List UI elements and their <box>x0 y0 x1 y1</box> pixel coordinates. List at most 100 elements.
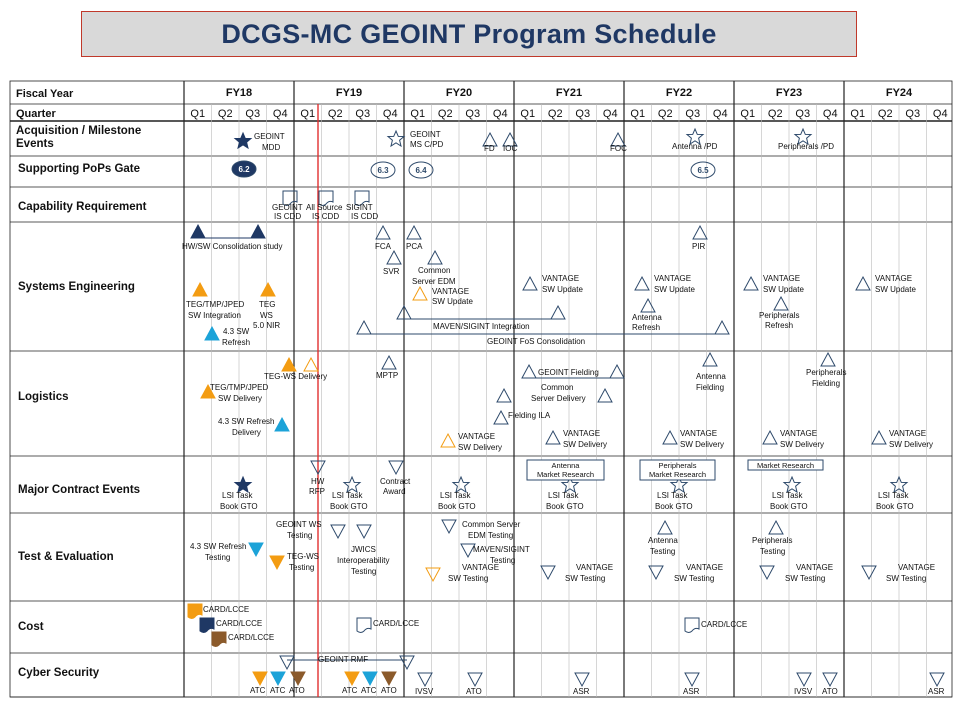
quarter-label: Q4 <box>933 108 948 120</box>
pops-gate-icon <box>690 161 716 179</box>
milestone-label: GEOINT Fielding <box>538 368 599 377</box>
milestone-triangle-icon <box>657 520 673 535</box>
milestone-label: ATC <box>270 686 286 695</box>
milestone-label: Antenna <box>648 536 678 545</box>
contract-star-icon <box>452 476 470 493</box>
contract-star-icon <box>783 476 801 493</box>
quarter-label: Q2 <box>328 108 343 120</box>
test-triangle-icon <box>425 567 441 582</box>
milestone-label: SW Delivery <box>780 440 824 449</box>
milestone-label: HW/SW Consolidation study <box>182 242 282 251</box>
cost-document-icon <box>356 617 372 633</box>
milestone-triangle-icon <box>714 320 730 335</box>
quarter-label: Q4 <box>493 108 508 120</box>
milestone-triangle-icon <box>634 276 650 291</box>
quarter-label: Q2 <box>878 108 893 120</box>
milestone-label: MS C/PD <box>410 140 444 149</box>
milestone-label: LSI Task <box>878 491 910 500</box>
quarter-label: Q4 <box>823 108 838 120</box>
quarter-label: Q4 <box>383 108 398 120</box>
milestone-label: SW Update <box>875 285 916 294</box>
milestone-label: Peripherals <box>759 311 799 320</box>
row-labels: Acquisition / Milestone Events Supporting … <box>16 125 147 679</box>
market-research-label: Peripherals <box>659 461 697 470</box>
milestone-label: ATO <box>381 686 397 695</box>
milestone-label: 4.3 SW <box>223 327 250 336</box>
milestone-triangle-icon <box>496 388 512 403</box>
cyber-triangle-icon <box>467 672 483 687</box>
market-research-box <box>526 459 605 481</box>
milestone-label: SIGINT <box>346 203 373 212</box>
milestone-triangle-icon <box>406 225 422 240</box>
pops-gate-icon <box>231 160 257 178</box>
milestone-label: VANTAGE <box>875 274 912 283</box>
milestone-label: Book GTO <box>546 502 584 511</box>
milestone-label: Book GTO <box>876 502 914 511</box>
milestone-label: SW Testing <box>886 574 926 583</box>
milestone-label: Award <box>383 487 406 496</box>
milestone-label: Peripherals <box>806 368 846 377</box>
milestone-label: Server EDM <box>412 277 456 286</box>
milestone-triangle-icon <box>250 224 266 239</box>
pops-gate-label: 6.4 <box>415 166 427 175</box>
milestone-triangle-icon <box>440 433 456 448</box>
milestone-label: VANTAGE <box>563 429 600 438</box>
test-triangle-icon <box>540 565 556 580</box>
quarter-label: Quarter <box>16 108 56 120</box>
market-research-box <box>747 459 824 471</box>
milestone-triangle-icon <box>702 352 718 367</box>
milestone-label: 4.3 SW Refresh <box>190 542 246 551</box>
milestone-label: Fielding <box>812 379 840 388</box>
milestone-label: CARD/LCCE <box>228 633 274 642</box>
milestone-label: SW Delivery <box>889 440 933 449</box>
schedule-header: Fiscal Year Quarter FY18 Q1 Q2 Q3 Q4 FY19 Q1 Q2 Q3… <box>16 87 948 120</box>
milestone-triangle-icon <box>381 355 397 370</box>
milestone-label: MPTP <box>376 371 398 380</box>
milestone-label: ATC <box>250 686 266 695</box>
pops-gate-label: 6.3 <box>377 166 389 175</box>
milestone-triangle-icon <box>773 296 789 311</box>
milestone-label: Testing <box>351 567 376 576</box>
quarter-label: Q3 <box>685 108 700 120</box>
milestone-label: Testing <box>650 547 675 556</box>
milestone-triangle-icon <box>356 320 372 335</box>
quarter-label: Q2 <box>768 108 783 120</box>
milestone-triangle-icon <box>493 410 509 425</box>
quarter-label: Q1 <box>190 108 205 120</box>
milestone-label: GEOINT RMF <box>318 655 368 664</box>
pops-gate-icon <box>370 161 396 179</box>
milestone-triangle-icon <box>204 326 220 341</box>
test-triangle-icon <box>861 565 877 580</box>
milestone-label: LSI Task <box>332 491 364 500</box>
cost-document-icon <box>684 617 700 633</box>
milestone-triangle-icon <box>762 430 778 445</box>
cyber-triangle-icon <box>796 672 812 687</box>
quarter-label: Q4 <box>603 108 618 120</box>
milestone-label: 5.0 NIR <box>253 321 280 330</box>
cyber-triangle-icon <box>574 672 590 687</box>
milestone-label: SVR <box>383 267 400 276</box>
milestone-label: CARD/LCCE <box>373 619 419 628</box>
milestone-label: VANTAGE <box>796 563 833 572</box>
milestone-triangle-icon <box>375 225 391 240</box>
milestone-label: PCA <box>406 242 423 251</box>
milestone-label: LSI Task <box>657 491 689 500</box>
title-banner: DCGS-MC GEOINT Program Schedule <box>81 11 857 57</box>
milestone-label: CARD/LCCE <box>216 619 262 628</box>
test-triangle-icon <box>330 524 346 539</box>
milestone-triangle-icon <box>550 305 566 320</box>
milestone-label: TEG <box>259 300 275 309</box>
year-label: FY23 <box>776 87 802 99</box>
milestone-label: MAVEN/SIGINT Integration <box>433 322 530 331</box>
milestone-label: SW Testing <box>785 574 825 583</box>
grid-frame <box>9 80 953 698</box>
milestone-label: Testing <box>289 563 314 572</box>
test-triangle-icon <box>269 555 285 570</box>
milestone-triangle-icon <box>640 298 656 313</box>
market-research-box <box>639 459 716 481</box>
cyber-triangle-icon <box>252 671 268 686</box>
quarter-label: Q2 <box>218 108 233 120</box>
milestone-label: IS CDD <box>351 212 378 221</box>
